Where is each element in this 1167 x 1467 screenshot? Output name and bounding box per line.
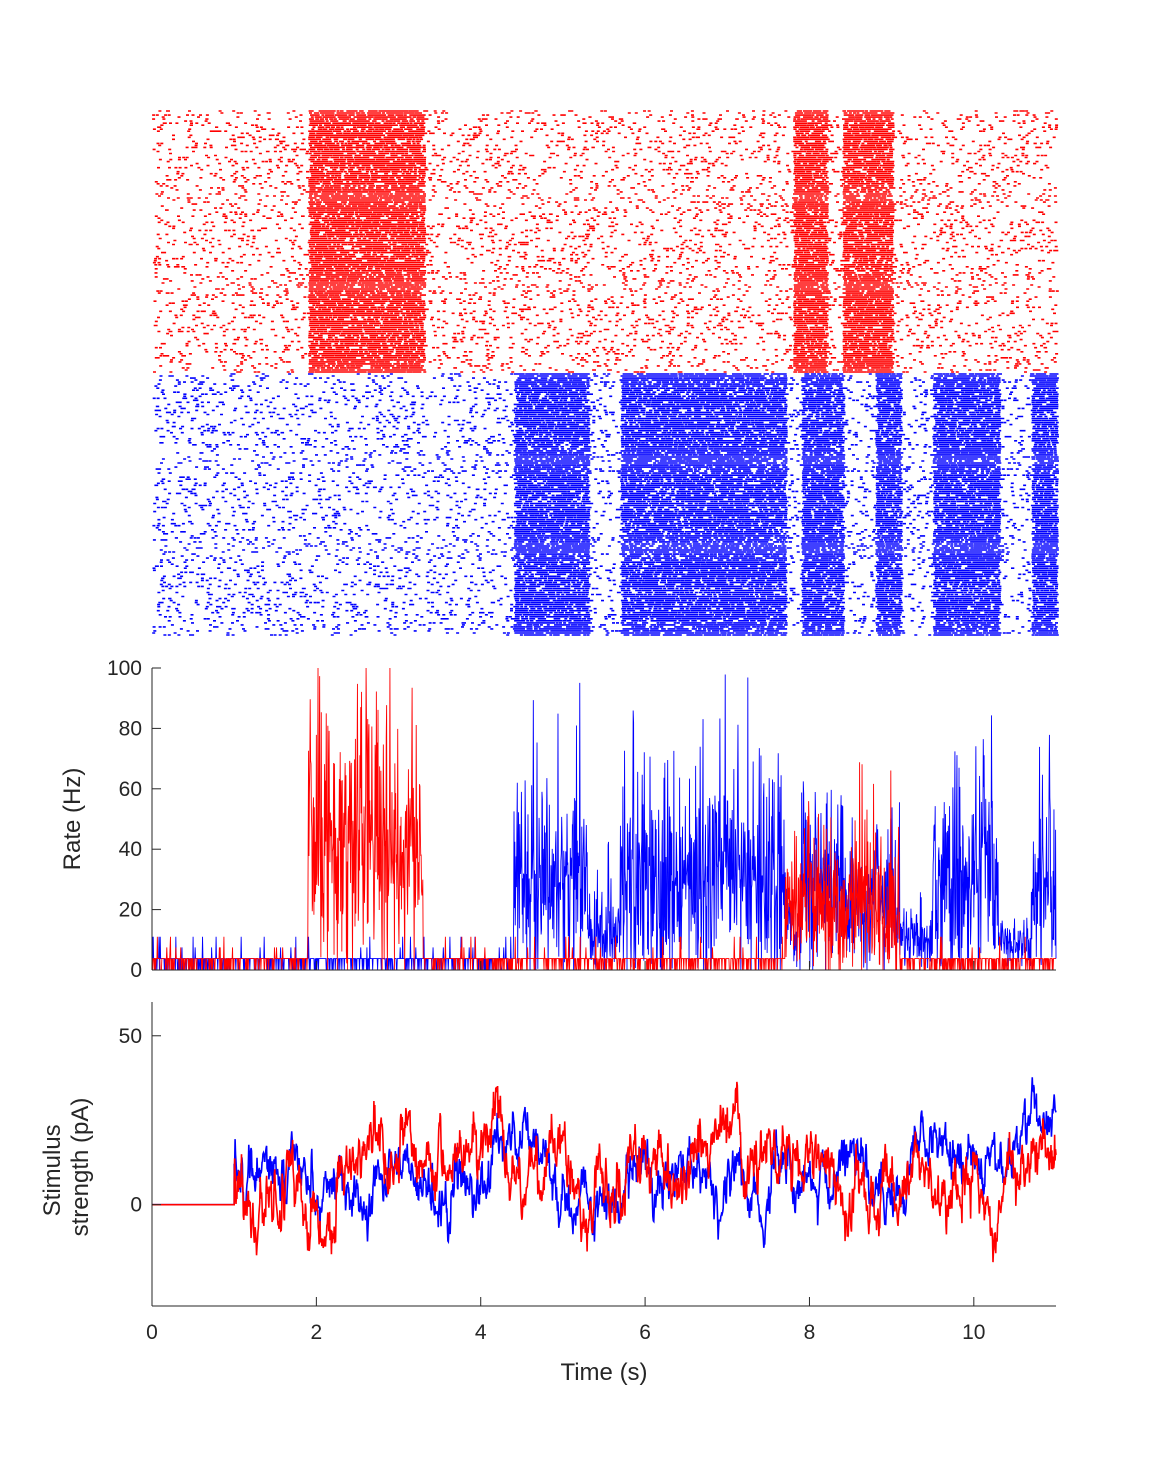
stimulus-panel: 0 50 0 2 4 6 8 10 Stimulus strength (pA) Time … [39, 1002, 1057, 1386]
stim-y-axis-title: Stimulus strength (pA) [39, 1098, 94, 1237]
stim-x-tick-label: 6 [639, 1321, 651, 1344]
firing-rate-panel: 0 20 40 60 80 100 Rate (Hz) [59, 657, 1057, 982]
rate-y-ticks: 0 20 40 60 80 100 [107, 657, 161, 982]
stimulus-plot-area [152, 1077, 1057, 1263]
stim-x-tick-label: 10 [962, 1321, 985, 1344]
stim-y-title-line-2: strength (pA) [67, 1098, 94, 1237]
rate-series-red [151, 667, 1056, 971]
stim-x-tick-label: 4 [475, 1321, 487, 1344]
rate-plot-area [151, 667, 1057, 971]
raster-spikes-excitatory-pool-2 [152, 373, 1059, 636]
rate-y-tick-label: 20 [119, 899, 142, 922]
stim-x-tick-label: 0 [146, 1321, 158, 1344]
stimulus-series-red [152, 1081, 1057, 1263]
spike-raster-panel [152, 110, 1059, 636]
stim-y-ticks: 0 50 [119, 1025, 161, 1217]
rate-y-tick-label: 80 [119, 717, 142, 740]
rate-y-tick-label: 100 [107, 657, 142, 680]
stim-y-tick-label: 0 [130, 1194, 142, 1217]
rate-x-ticks [151, 961, 975, 970]
stim-x-ticks: 0 2 4 6 8 10 [146, 1297, 985, 1344]
rate-y-tick-label: 40 [119, 838, 142, 861]
rate-y-tick-label: 60 [119, 778, 142, 801]
stimulus-series-blue [152, 1077, 1057, 1248]
rate-y-tick-label: 0 [130, 959, 142, 982]
rate-y-axis-title: Rate (Hz) [59, 768, 86, 871]
stim-y-tick-label: 50 [119, 1025, 142, 1048]
stim-x-tick-label: 8 [804, 1321, 816, 1344]
stim-y-title-line-1: Stimulus [39, 1124, 66, 1216]
stim-x-axis-title: Time (s) [560, 1359, 647, 1386]
stim-x-tick-label: 2 [311, 1321, 323, 1344]
raster-spikes-excitatory-pool-1 [152, 110, 1059, 373]
